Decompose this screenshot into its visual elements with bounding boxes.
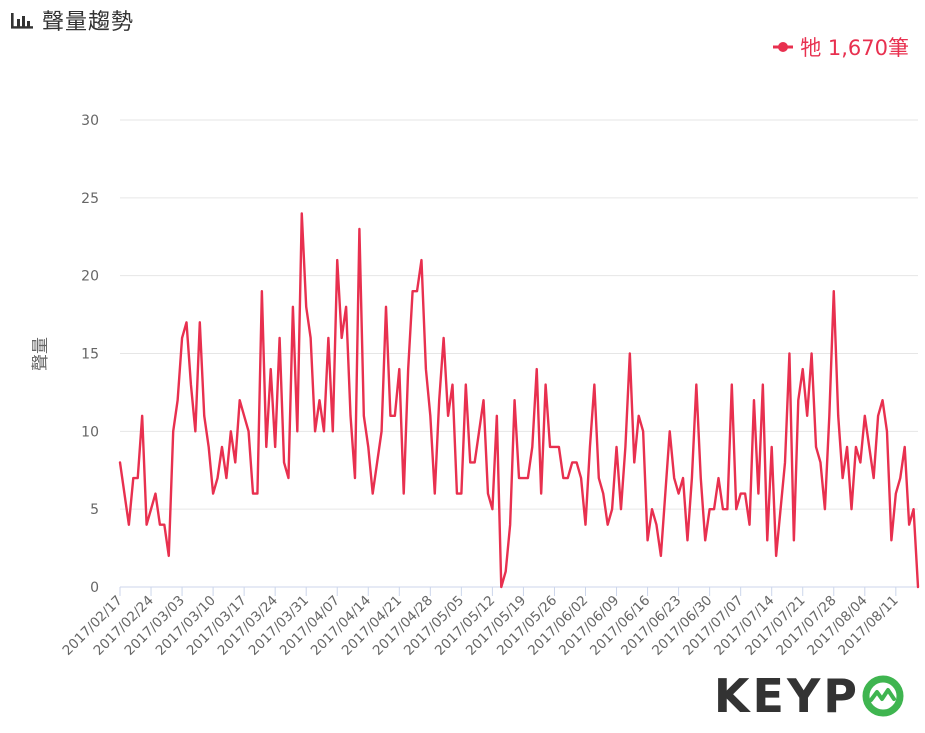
series-line <box>118 212 920 589</box>
chart-header: 聲量趨勢 <box>10 4 134 36</box>
y-axis-label: 聲量 <box>31 337 51 371</box>
bar-chart-icon <box>11 13 33 29</box>
y-tick-label: 15 <box>81 347 99 363</box>
chart-title: 聲量趨勢 <box>42 10 135 35</box>
y-axis-ticks: 0 5 10 15 20 25 30 <box>81 113 99 596</box>
x-axis: 2017/02/172017/02/242017/03/032017/03/10… <box>59 586 918 659</box>
legend-item[interactable]: 牠 1,670筆 <box>772 32 909 62</box>
y-tick-label: 5 <box>90 502 99 518</box>
legend-label: 牠 1,670筆 <box>800 36 909 60</box>
legend-marker-icon <box>773 42 794 52</box>
y-tick-label: 10 <box>81 424 99 440</box>
y-tick-label: 0 <box>90 580 99 596</box>
y-tick-label: 30 <box>81 113 99 129</box>
y-tick-label: 20 <box>81 269 99 285</box>
keypo-logo: KEYP <box>714 673 905 719</box>
grid-lines <box>120 119 918 510</box>
logo-text: KEYP <box>713 669 860 723</box>
y-tick-label: 25 <box>81 191 99 207</box>
series-group <box>118 212 920 589</box>
logo-o-icon <box>862 675 904 717</box>
